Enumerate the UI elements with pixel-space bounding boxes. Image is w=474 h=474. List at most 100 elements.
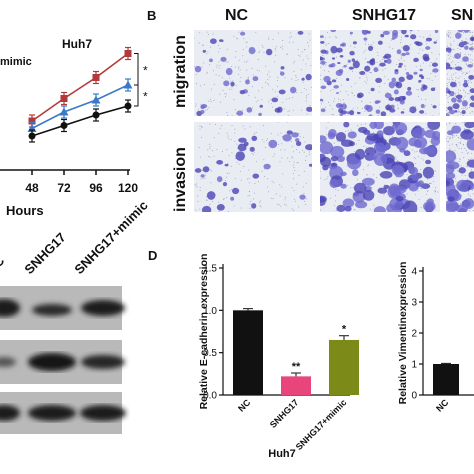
stained-cell	[466, 138, 474, 151]
pore-dot	[451, 80, 453, 82]
stained-cell	[425, 37, 433, 42]
pore-dot	[395, 158, 397, 160]
pore-dot	[226, 48, 228, 50]
pore-dot	[234, 140, 236, 142]
pore-dot	[281, 157, 283, 159]
pore-dot	[371, 43, 373, 45]
pore-dot	[353, 208, 355, 210]
pore-dot	[436, 39, 438, 41]
pore-dot	[438, 53, 440, 55]
line-chart: 48 72 96 120 * *	[0, 46, 148, 195]
stained-cell	[352, 169, 359, 177]
pore-dot	[463, 78, 465, 80]
stained-cell	[224, 163, 229, 167]
pore-dot	[284, 203, 286, 205]
pore-dot	[199, 32, 201, 34]
stained-cell	[411, 174, 420, 182]
pore-dot	[220, 101, 222, 103]
series-line	[31, 84, 129, 130]
stained-cell	[353, 182, 367, 194]
pore-dot	[467, 93, 469, 95]
pore-dot	[242, 48, 244, 50]
micrograph-background	[194, 30, 312, 116]
pore-dot	[320, 209, 322, 211]
pore-dot	[337, 140, 339, 142]
pore-dot	[217, 45, 219, 47]
pore-dot	[267, 101, 269, 103]
pore-dot	[293, 167, 295, 169]
pore-dot	[210, 46, 212, 48]
pore-dot	[369, 72, 371, 74]
significance-marker: **	[292, 361, 301, 373]
pore-dot	[304, 141, 306, 143]
pore-dot	[287, 157, 289, 159]
pore-dot	[307, 58, 309, 60]
pore-dot	[457, 44, 459, 46]
stained-cell	[349, 31, 353, 35]
pore-dot	[365, 82, 367, 84]
pore-dot	[292, 151, 294, 153]
pore-dot	[218, 61, 220, 63]
stained-cell	[362, 177, 375, 186]
pore-dot	[464, 122, 466, 123]
pore-dot	[457, 108, 459, 110]
pore-dot	[400, 58, 402, 60]
pore-dot	[258, 90, 260, 92]
pore-dot	[236, 161, 238, 163]
pore-dot	[197, 200, 199, 202]
pore-dot	[418, 89, 420, 91]
pore-dot	[384, 68, 386, 70]
x-tick-label: 48	[25, 181, 39, 195]
pore-dot	[363, 51, 365, 53]
pore-dot	[305, 100, 307, 102]
pore-dot	[276, 95, 278, 97]
pore-dot	[417, 30, 419, 31]
pore-dot	[364, 49, 366, 51]
data-point-square	[28, 117, 36, 125]
stained-cell	[279, 71, 285, 76]
pore-dot	[254, 96, 256, 98]
pore-dot	[468, 159, 470, 161]
pore-dot	[447, 136, 449, 138]
pore-dot	[286, 98, 288, 100]
stained-cell	[464, 122, 474, 129]
pore-dot	[431, 104, 433, 106]
pore-dot	[353, 95, 355, 97]
stained-cell	[454, 66, 461, 71]
panel-label-d: D	[148, 248, 158, 263]
pore-dot	[229, 190, 231, 192]
pore-dot	[373, 174, 375, 176]
pore-dot	[466, 72, 468, 74]
pore-dot	[289, 37, 291, 39]
pore-dot	[213, 70, 215, 72]
pore-dot	[451, 137, 453, 139]
pore-dot	[456, 86, 458, 88]
pore-dot	[462, 122, 464, 123]
pore-dot	[277, 76, 279, 78]
blot-band	[0, 405, 20, 421]
y-tick-label: 2	[411, 329, 417, 340]
pore-dot	[244, 128, 246, 130]
pore-dot	[347, 184, 349, 186]
pore-dot	[294, 200, 296, 202]
pore-dot	[453, 57, 455, 59]
pore-dot	[248, 169, 250, 171]
pore-dot	[453, 48, 455, 50]
stained-cell	[391, 77, 396, 83]
pore-dot	[449, 144, 451, 146]
pore-dot	[448, 34, 450, 36]
pore-dot	[448, 35, 450, 37]
pore-dot	[277, 134, 279, 136]
pore-dot	[446, 137, 448, 139]
stained-cell	[413, 71, 418, 75]
stained-cell	[336, 155, 345, 163]
pore-dot	[457, 170, 459, 172]
stained-cell	[376, 100, 381, 104]
pore-dot	[417, 190, 419, 192]
pore-dot	[235, 50, 237, 52]
stained-cell	[433, 41, 437, 44]
stained-cell	[456, 179, 470, 192]
series-line	[31, 52, 129, 122]
stained-cell	[403, 150, 411, 157]
stained-cell	[320, 141, 334, 155]
